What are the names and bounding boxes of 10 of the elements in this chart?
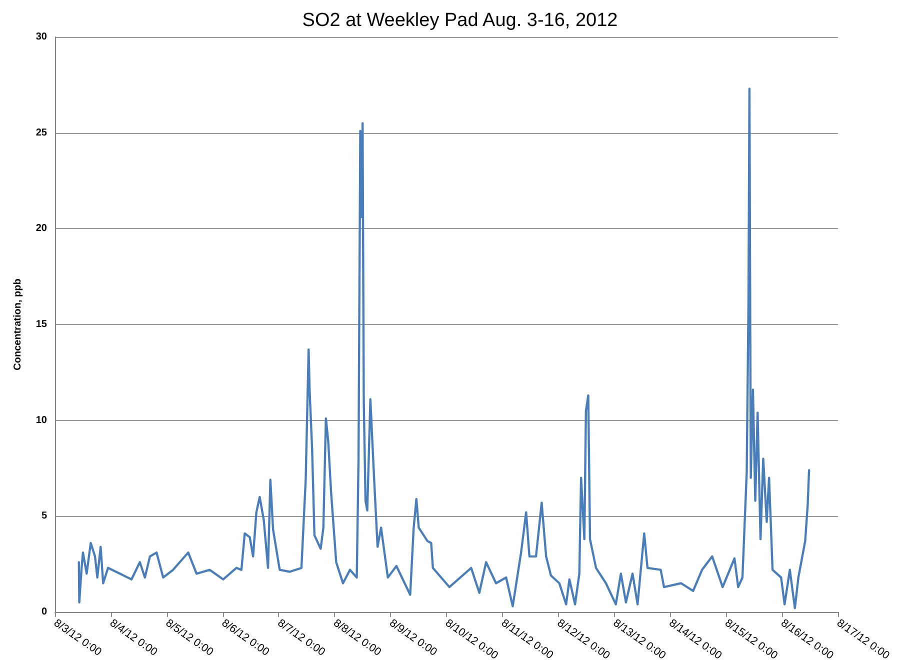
y-axis-title: Concentration, ppb bbox=[12, 278, 24, 370]
y-tick-label: 20 bbox=[36, 223, 48, 234]
line-series bbox=[78, 88, 810, 610]
chart-title: SO2 at Weekley Pad Aug. 3-16, 2012 bbox=[302, 10, 618, 31]
y-tick-label: 25 bbox=[36, 127, 48, 138]
y-tick-label: 15 bbox=[36, 319, 48, 330]
y-tick-label: 5 bbox=[41, 510, 48, 522]
y-tick-label: 30 bbox=[36, 32, 48, 42]
y-tick-label: 10 bbox=[36, 414, 48, 426]
y-tick-label: 0 bbox=[41, 606, 48, 618]
